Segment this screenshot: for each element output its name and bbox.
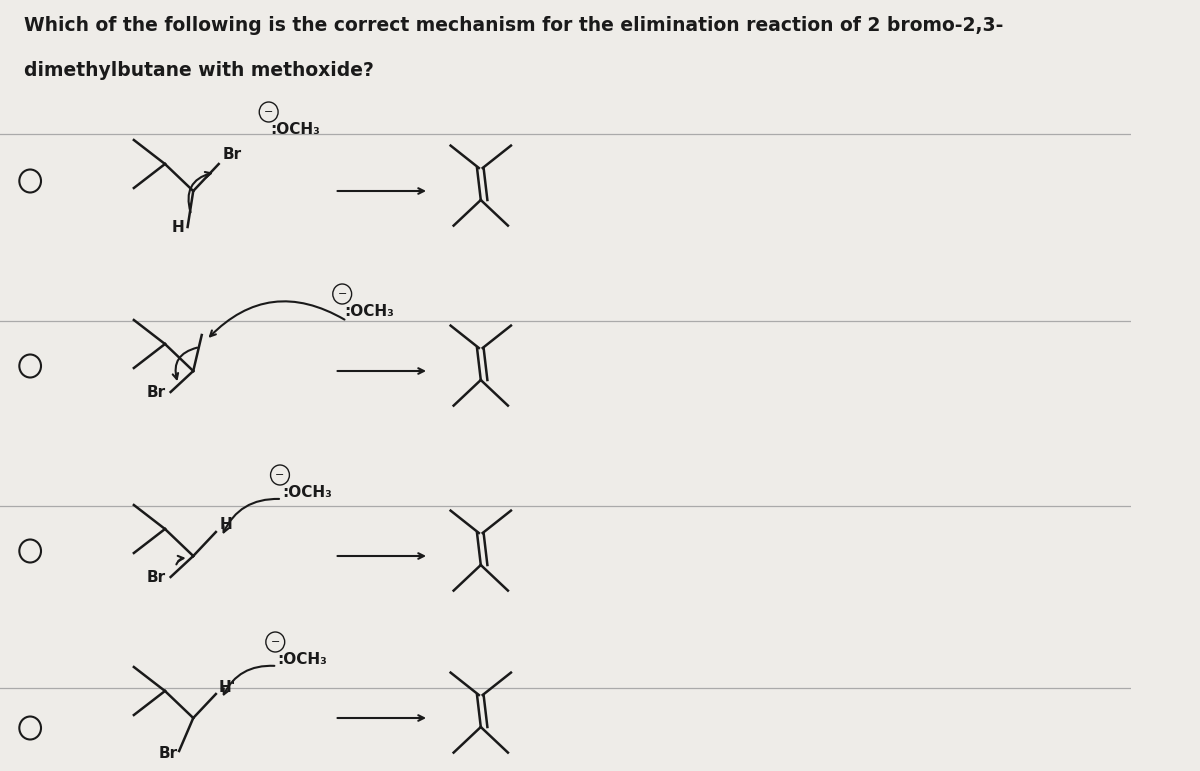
FancyArrowPatch shape [176,556,184,564]
Text: :OCH₃: :OCH₃ [270,122,320,137]
Text: −: − [270,637,280,647]
Text: :OCH₃: :OCH₃ [282,485,331,500]
Text: H: H [172,220,185,235]
Text: −: − [337,289,347,299]
Text: −: − [264,107,274,117]
FancyArrowPatch shape [223,499,280,532]
Text: Br: Br [158,746,178,761]
Text: :OCH₃: :OCH₃ [344,304,394,319]
FancyArrowPatch shape [210,301,344,336]
Text: −: − [275,470,284,480]
FancyArrowPatch shape [173,348,197,379]
Text: Br: Br [148,570,166,585]
Text: dimethylbutane with methoxide?: dimethylbutane with methoxide? [24,61,373,80]
Text: Br: Br [148,385,166,400]
Text: H': H' [218,680,236,695]
Text: Which of the following is the correct mechanism for the elimination reaction of : Which of the following is the correct me… [24,16,1003,35]
Text: H: H [220,517,233,532]
Text: Br: Br [222,147,241,162]
FancyArrowPatch shape [188,172,211,212]
FancyArrowPatch shape [223,666,275,695]
Text: :OCH₃: :OCH₃ [277,652,328,667]
